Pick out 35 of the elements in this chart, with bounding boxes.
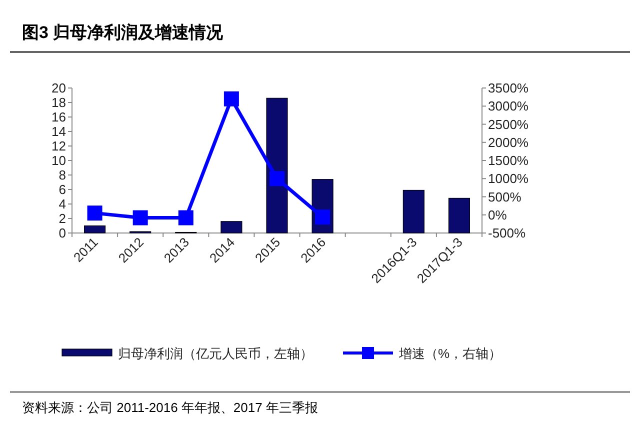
y-tick-label: 2 <box>58 211 66 226</box>
legend-label: 增速（%，右轴） <box>398 346 502 361</box>
bar <box>84 225 106 234</box>
point <box>224 91 239 106</box>
y-tick-label: 16 <box>52 110 66 124</box>
bar <box>220 221 242 234</box>
y-tick-label: 20 <box>52 80 66 96</box>
y-tick-label: 14 <box>52 124 66 139</box>
point <box>87 206 102 221</box>
y2-tick-label: 3500% <box>488 80 529 96</box>
y2-tick-label: -500% <box>488 226 526 240</box>
text: 资料来源：公司 2011-2016 年年报、2017 年三季报 <box>22 400 318 415</box>
y2-tick-label: 2500% <box>488 116 529 132</box>
y-tick-label: 4 <box>58 196 66 212</box>
bar <box>266 98 288 234</box>
point <box>270 171 284 186</box>
y-tick-label: 12 <box>52 138 66 154</box>
y2-tick-label: 1500% <box>488 153 529 168</box>
legend-label: 归母净利润（亿元人民币，左轴） <box>118 346 313 361</box>
y2-tick-label: 0% <box>488 207 508 222</box>
y-tick-label: 10 <box>52 153 66 168</box>
point <box>132 210 148 226</box>
y2-tick-label: 1000% <box>488 171 529 186</box>
y-tick-label: 6 <box>58 182 66 197</box>
point <box>315 210 330 225</box>
y-tick-label: 8 <box>58 168 66 182</box>
y2-tick-label: 2000% <box>488 134 529 150</box>
y2-tick-label: 3000% <box>488 98 529 114</box>
chart-title: 图3 归母净利润及增速情况 <box>22 23 224 42</box>
y-tick-label: 0 <box>58 226 66 240</box>
bar <box>402 190 424 234</box>
y-tick-label: 18 <box>52 95 66 110</box>
bar <box>448 198 470 234</box>
y2-tick-label: 500% <box>488 189 522 204</box>
point <box>178 210 194 226</box>
